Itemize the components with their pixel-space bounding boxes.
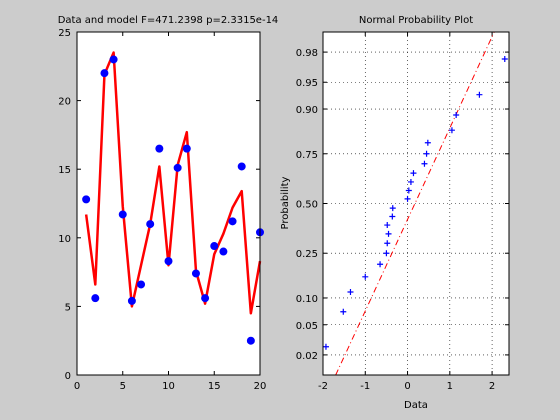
right-grid bbox=[322, 32, 509, 375]
y-tick-label: 0.75 bbox=[296, 150, 318, 161]
data-point bbox=[191, 269, 200, 278]
probability-point bbox=[476, 91, 483, 98]
y-tick-label: 0 bbox=[65, 371, 71, 382]
reference-line bbox=[335, 31, 495, 376]
data-point bbox=[100, 69, 109, 78]
probability-point bbox=[347, 288, 354, 295]
x-tick-label: 20 bbox=[254, 381, 267, 392]
reference-line-segment bbox=[335, 31, 495, 376]
x-tick-label: 15 bbox=[208, 381, 221, 392]
data-point bbox=[246, 336, 255, 345]
y-tick-label: 20 bbox=[58, 97, 71, 108]
data-point bbox=[228, 217, 237, 226]
x-tick-label: 1 bbox=[447, 381, 453, 392]
x-tick-label: -1 bbox=[360, 381, 370, 392]
y-tick-label: 15 bbox=[58, 165, 71, 176]
x-tick-label: 0 bbox=[404, 381, 410, 392]
probability-point bbox=[405, 187, 412, 194]
y-tick-label: 10 bbox=[58, 234, 71, 245]
probability-point bbox=[424, 139, 431, 146]
probability-point bbox=[410, 170, 417, 177]
probability-point bbox=[340, 308, 347, 315]
data-point bbox=[118, 210, 127, 219]
data-point bbox=[91, 294, 100, 303]
data-point bbox=[210, 242, 219, 251]
right-axis-ticks: -2 -1 0 1 2 0.02 0.05 0.10 0.25 0.50 0.75 0.90 0.95 0… bbox=[296, 32, 509, 392]
y-tick-label: 0.10 bbox=[296, 294, 318, 305]
y-tick-label: 25 bbox=[58, 28, 71, 39]
probability-point bbox=[383, 250, 390, 257]
probability-point bbox=[421, 160, 428, 167]
data-point bbox=[173, 163, 182, 172]
probability-point bbox=[453, 112, 460, 119]
data-point bbox=[201, 294, 210, 303]
left-axes-frame bbox=[76, 31, 261, 376]
data-point bbox=[146, 220, 155, 229]
data-point bbox=[127, 296, 136, 305]
right-axes: Normal Probability Plot -2 -1 0 1 2 0.02 0.05 0… bbox=[280, 15, 510, 411]
probability-point bbox=[423, 150, 430, 157]
right-y-axis-label: Probability bbox=[280, 176, 291, 229]
x-tick-label: 0 bbox=[74, 381, 80, 392]
data-point bbox=[237, 162, 246, 171]
left-plot-area bbox=[77, 32, 260, 375]
probability-point bbox=[362, 273, 369, 280]
data-points bbox=[82, 55, 264, 345]
y-tick-label: 0.98 bbox=[296, 48, 318, 59]
probability-points bbox=[322, 56, 508, 350]
probability-point bbox=[404, 195, 411, 202]
y-tick-label: 0.90 bbox=[296, 105, 318, 116]
probability-point bbox=[322, 343, 329, 350]
left-axes: Data and model F=471.2398 p=2.3315e-14 0… bbox=[58, 15, 279, 392]
data-point bbox=[155, 144, 164, 153]
probability-point bbox=[501, 56, 508, 63]
x-tick-label: -2 bbox=[318, 381, 328, 392]
y-tick-label: 0.25 bbox=[296, 249, 318, 260]
probability-point bbox=[389, 213, 396, 220]
x-tick-label: 10 bbox=[162, 381, 175, 392]
y-tick-label: 0.02 bbox=[296, 351, 318, 362]
probability-point bbox=[385, 230, 392, 237]
y-tick-label: 0.95 bbox=[296, 78, 318, 89]
right-chart-title: Normal Probability Plot bbox=[359, 15, 473, 26]
data-point bbox=[219, 247, 228, 256]
data-point bbox=[109, 55, 118, 64]
probability-point bbox=[389, 205, 396, 212]
data-point bbox=[82, 195, 91, 204]
probability-point bbox=[384, 240, 391, 247]
model-fit-line bbox=[84, 51, 262, 315]
y-tick-label: 5 bbox=[65, 302, 71, 313]
data-point bbox=[164, 257, 173, 266]
right-x-axis-label: Data bbox=[404, 400, 428, 411]
x-tick-label: 5 bbox=[120, 381, 126, 392]
y-tick-label: 0.05 bbox=[296, 321, 318, 332]
x-tick-label: 2 bbox=[489, 381, 495, 392]
probability-point bbox=[407, 178, 414, 185]
probability-point bbox=[384, 222, 391, 229]
left-chart-title: Data and model F=471.2398 p=2.3315e-14 bbox=[58, 15, 279, 26]
probability-point bbox=[448, 127, 455, 134]
data-point bbox=[182, 144, 191, 153]
right-axes-frame bbox=[322, 31, 510, 376]
probability-point bbox=[377, 261, 384, 268]
y-tick-label: 0.50 bbox=[296, 200, 318, 211]
model-fit-series-line bbox=[84, 51, 262, 315]
data-point bbox=[137, 280, 146, 289]
